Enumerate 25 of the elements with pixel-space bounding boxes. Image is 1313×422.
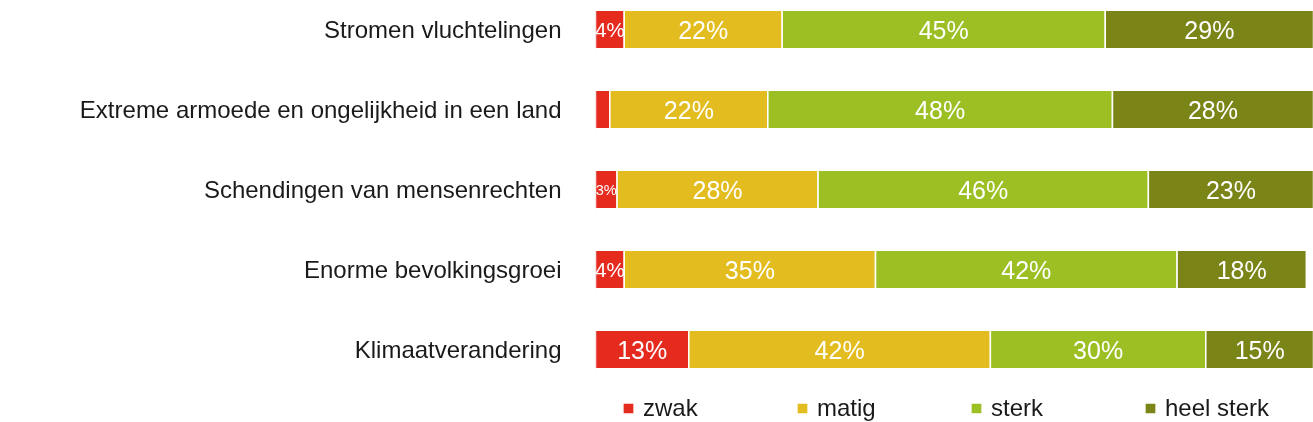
data-label: 48% bbox=[915, 95, 966, 124]
data-label: 46% bbox=[958, 175, 1009, 204]
data-label: 45% bbox=[918, 15, 969, 44]
data-label: 22% bbox=[678, 15, 729, 44]
y-tick-label: Klimaatverandering bbox=[354, 336, 562, 363]
data-label: 42% bbox=[814, 335, 865, 364]
legend-label: sterk bbox=[991, 394, 1044, 422]
y-tick-label: Schendingen van mensenrechten bbox=[203, 176, 562, 203]
y-tick-label: Extreme armoede en ongelijkheid in een land bbox=[79, 96, 562, 123]
data-label: 18% bbox=[1216, 255, 1267, 284]
legend-label: zwak bbox=[643, 394, 699, 422]
y-tick-label: Enorme bevolkingsgroei bbox=[304, 256, 562, 283]
data-label: 13% bbox=[617, 335, 668, 364]
data-label: 28% bbox=[692, 175, 743, 204]
data-label: 29% bbox=[1184, 15, 1235, 44]
legend-label: heel sterk bbox=[1165, 394, 1271, 422]
data-label: 42% bbox=[1001, 255, 1052, 284]
data-label: 28% bbox=[1187, 95, 1239, 124]
legend-label: matig bbox=[817, 394, 877, 422]
data-label: 22% bbox=[663, 95, 714, 124]
y-tick-label: Stromen vluchtelingen bbox=[324, 16, 562, 43]
data-label: 23% bbox=[1205, 175, 1256, 204]
data-label: 35% bbox=[724, 255, 775, 284]
data-label: 30% bbox=[1073, 335, 1124, 364]
data-label: 15% bbox=[1234, 335, 1285, 364]
